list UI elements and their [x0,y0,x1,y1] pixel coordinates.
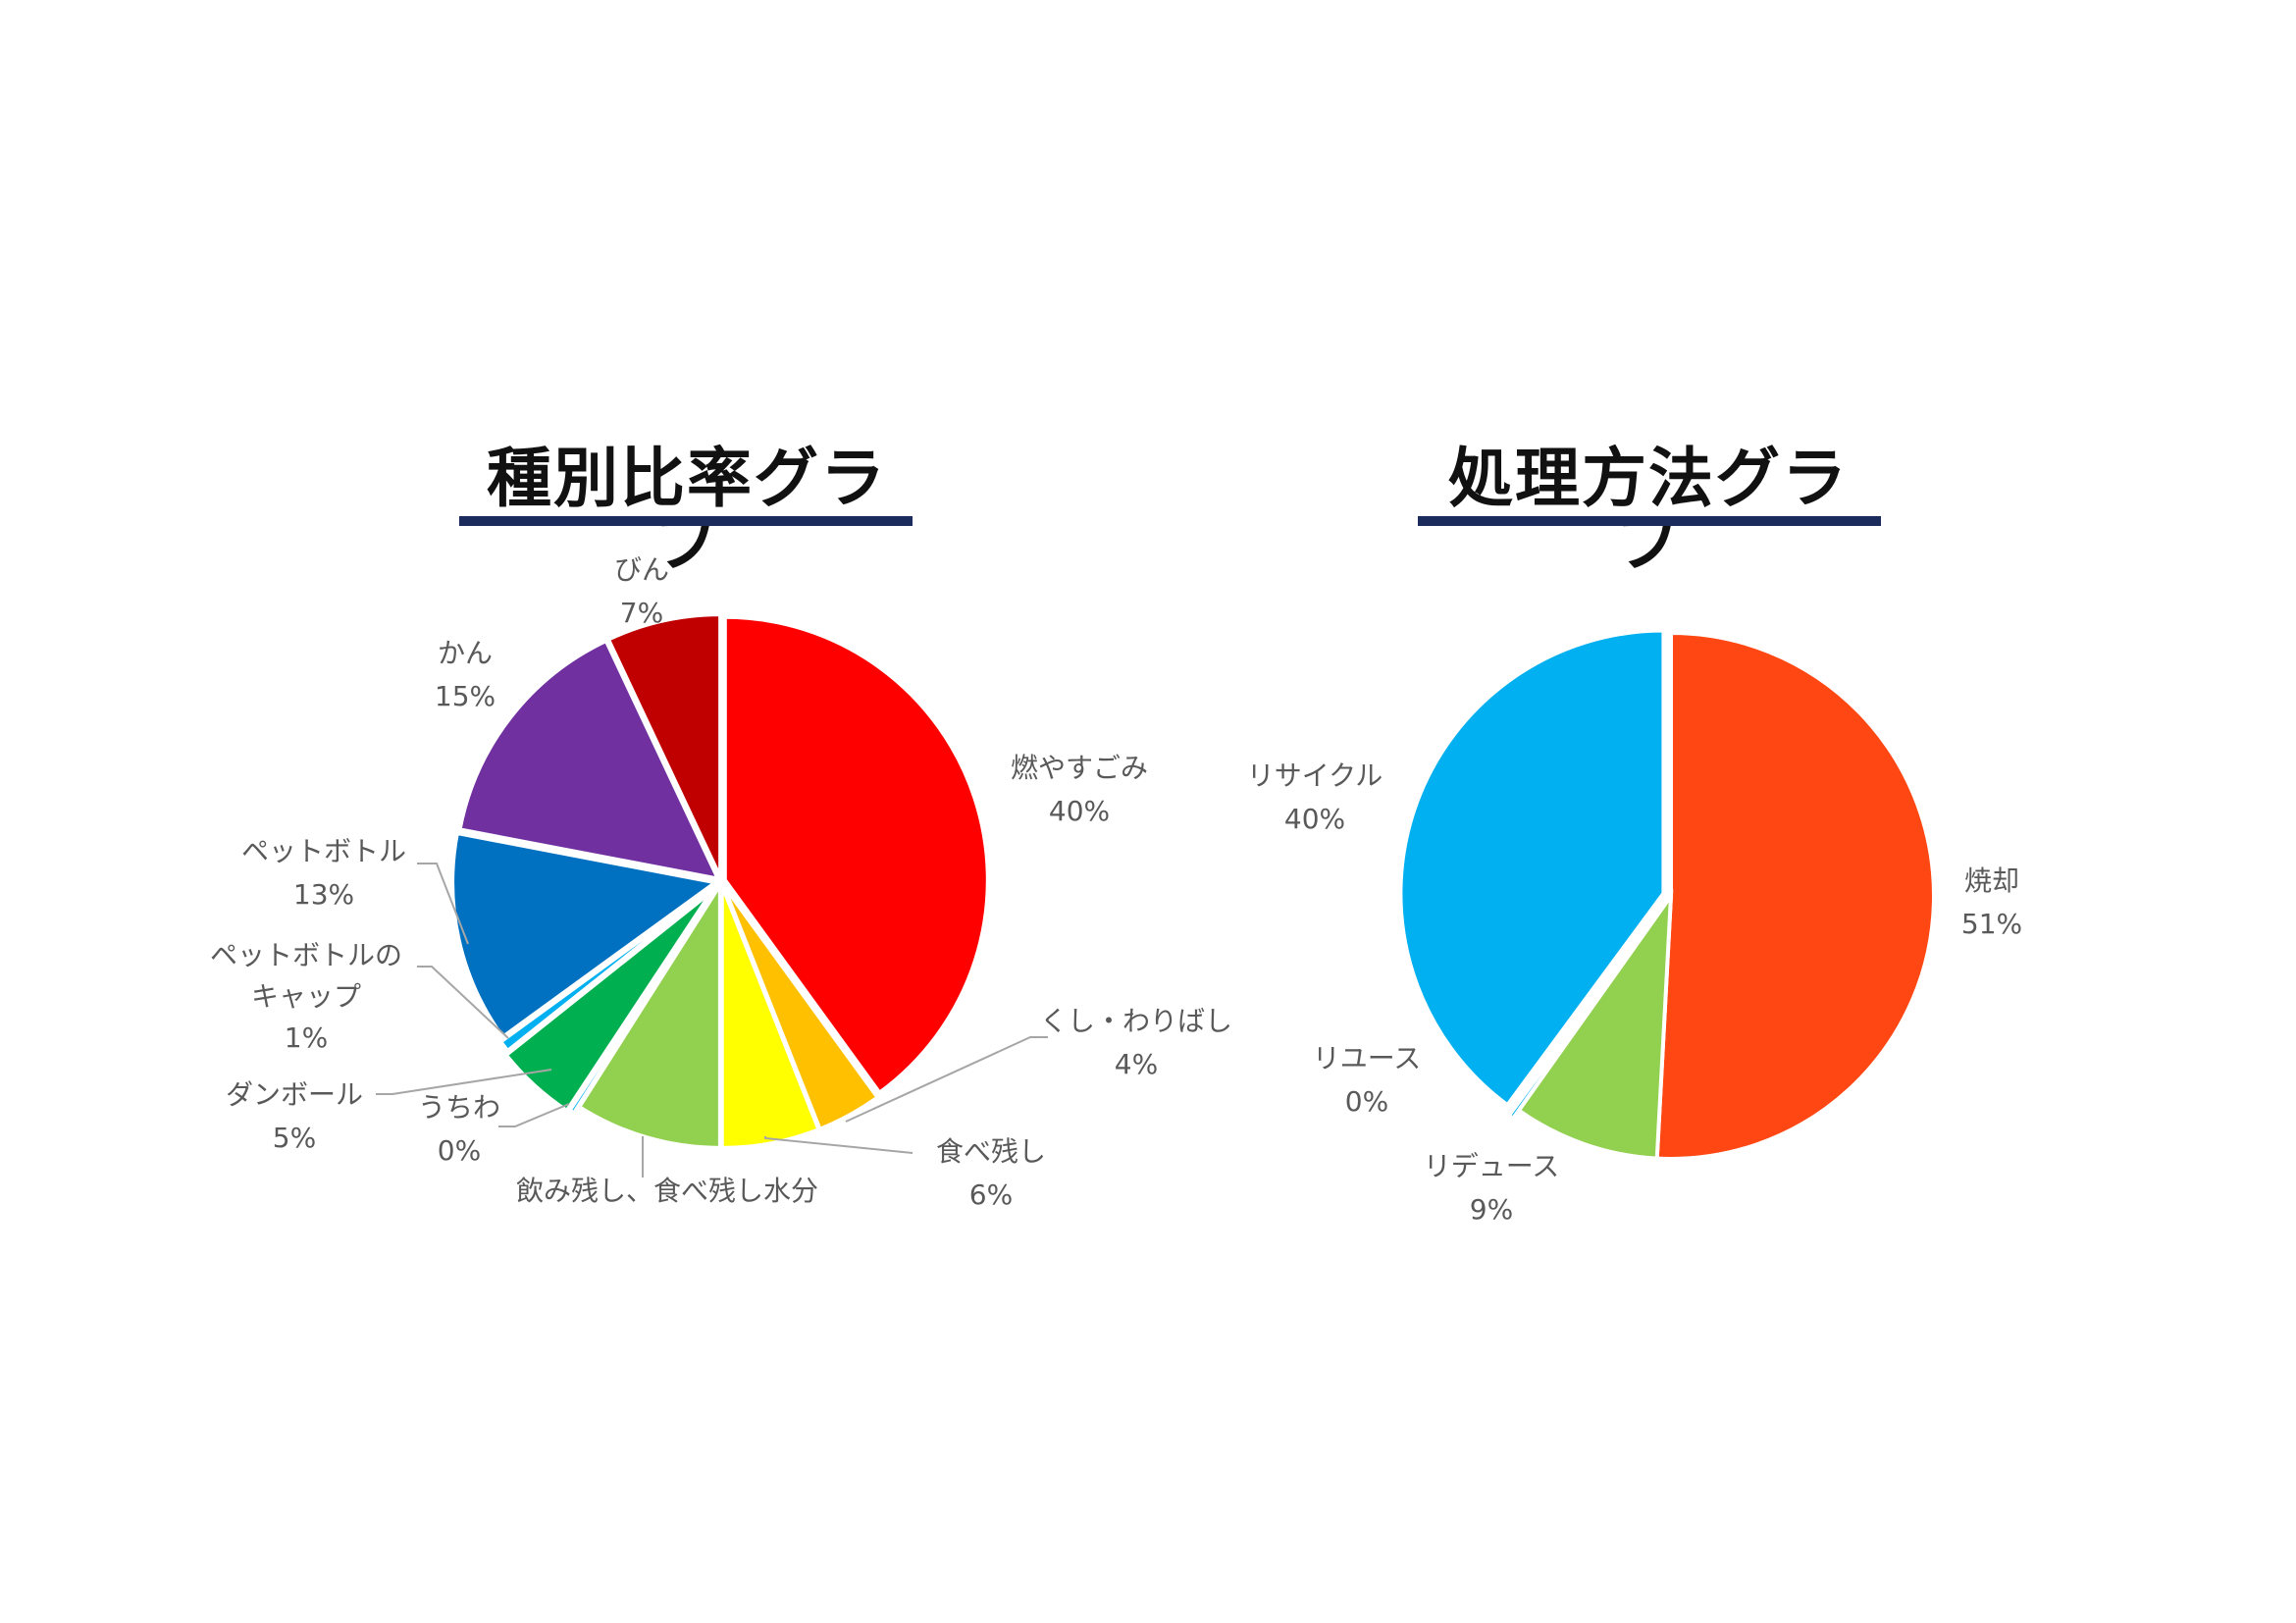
chart1-slice-value-1: 4% [1115,1048,1158,1080]
chart2-slice-value-0: 51% [1961,908,2022,940]
chart1-slice-label-6: ペットボトルの [210,939,402,971]
chart1-slice-8 [457,638,722,882]
chart1-slice-7 [450,830,721,1040]
chart2-slice-2 [1506,902,1667,1122]
chart1-slice-label-1: くし・わりばし [1040,1005,1232,1037]
chart1-slice-value-7: 13% [293,878,354,911]
chart1-leader-line-1 [845,1036,1048,1123]
chart1-slice-label-8: かん [438,637,493,669]
chart1-slice-value-5: 5% [273,1122,316,1154]
chart1-slice-label-6-1: キャップ [251,980,361,1013]
chart2-slice-0 [1654,630,1937,1161]
chart1-leader-line-5 [376,1069,552,1095]
chart2-slice-label-1: リデュース [1424,1150,1560,1182]
chart1-leader-line-7 [417,863,469,945]
chart1-slice-value-9: 7% [620,597,663,629]
chart1-slice-label-2: 食べ残し [936,1135,1046,1168]
chart1-slice-label-7: ペットボトル [241,835,406,867]
chart1-slice-label-9: びん [614,553,669,586]
chart1-slice-value-8: 15% [435,680,496,712]
chart1-slice-value-2: 6% [969,1178,1013,1211]
chart1-slice-label-4: うちわ [418,1091,500,1124]
chart2-title: 処理方法グラフ [1448,441,1849,581]
chart1-slice-label-0: 燃やすごみ [1011,752,1148,784]
chart1-slice-3 [576,877,722,1150]
chart1-slice-6 [497,885,715,1054]
chart2-slice-value-3: 40% [1284,803,1345,835]
chart1-leader-line-6 [417,966,509,1039]
chart1-slice-value-6: 1% [285,1021,328,1054]
chart1-title-underline [459,516,913,526]
chart1-slice-value-0: 40% [1049,795,1110,827]
chart2-slice-label-2: リユース [1313,1042,1422,1074]
chart1-slice-5 [503,889,714,1114]
chart2-slice-value-2: 0% [1345,1085,1388,1118]
chart1-slice-4 [566,889,717,1117]
chart1-slice-label-3: 飲み残し、食べ残し水分 [516,1175,818,1207]
chart1-slice-9 [605,612,723,878]
chart1-slice-value-4: 0% [438,1134,481,1167]
chart1-leader-line-2 [764,1136,913,1154]
chart1-leader-line-4 [498,1103,570,1127]
chart2-slice-label-0: 焼却 [1964,864,2019,897]
chart2-slice-label-3: リサイクル [1247,759,1383,792]
chart2-slice-value-1: 9% [1470,1193,1513,1226]
chart1-slice-0 [722,614,990,1096]
chart2-slice-1 [1516,889,1674,1161]
chart2-title-underline [1418,516,1881,526]
chart1-slice-label-5: ダンボール [226,1078,363,1111]
chart2-slice-3 [1398,628,1666,1108]
